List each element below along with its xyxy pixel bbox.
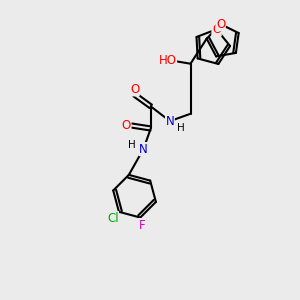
Text: H: H <box>177 123 185 133</box>
Text: F: F <box>139 218 146 232</box>
Text: O: O <box>130 83 139 96</box>
Text: N: N <box>166 115 174 128</box>
Text: O: O <box>216 18 225 31</box>
Text: O: O <box>122 119 131 132</box>
Text: HO: HO <box>158 54 176 67</box>
Text: O: O <box>212 23 221 36</box>
Text: N: N <box>139 142 148 156</box>
Text: Cl: Cl <box>107 212 118 225</box>
Text: H: H <box>128 140 136 150</box>
